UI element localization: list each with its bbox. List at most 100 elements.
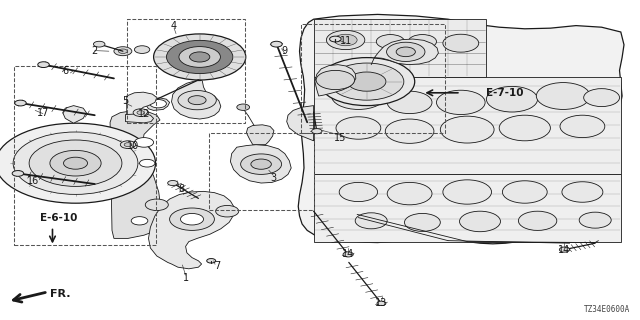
Text: 6: 6 [63,66,69,76]
Circle shape [330,63,404,100]
Circle shape [118,49,127,53]
Circle shape [486,86,538,112]
Circle shape [559,247,570,252]
Circle shape [536,83,590,109]
Circle shape [150,100,166,108]
Circle shape [502,181,547,203]
Text: 9: 9 [282,46,288,56]
Circle shape [15,100,26,106]
Polygon shape [314,77,621,174]
Circle shape [312,129,322,134]
Polygon shape [298,14,624,244]
Circle shape [385,119,434,143]
Circle shape [271,41,282,47]
Polygon shape [148,191,234,269]
Circle shape [188,96,206,105]
Circle shape [408,35,436,49]
Polygon shape [230,145,291,183]
Circle shape [518,211,557,230]
Circle shape [336,117,381,139]
Circle shape [562,182,603,202]
Circle shape [237,104,250,110]
Circle shape [499,115,550,141]
Circle shape [330,36,341,42]
Circle shape [168,180,178,186]
Circle shape [180,213,204,225]
Circle shape [404,213,440,231]
Polygon shape [287,106,314,141]
Polygon shape [63,106,86,123]
Circle shape [560,115,605,138]
Text: E-7-10: E-7-10 [486,88,524,98]
Polygon shape [127,92,157,115]
Circle shape [443,34,479,52]
Polygon shape [110,110,161,238]
Circle shape [131,217,148,225]
Circle shape [355,213,387,229]
Circle shape [251,159,271,169]
Circle shape [440,116,494,143]
Text: E-6-10: E-6-10 [40,213,77,223]
Circle shape [579,212,611,228]
Text: 15: 15 [333,132,346,143]
Circle shape [140,159,155,167]
Circle shape [316,70,355,90]
Bar [14,66,156,245]
Polygon shape [314,174,621,242]
Text: 10: 10 [127,140,140,151]
Polygon shape [314,19,486,77]
Text: 14: 14 [342,249,355,260]
Circle shape [387,91,432,114]
Circle shape [0,123,156,203]
Circle shape [120,141,136,148]
Bar [127,19,245,123]
Circle shape [443,180,492,204]
Text: 5: 5 [122,96,129,106]
Text: 8: 8 [179,184,185,195]
Text: 2: 2 [92,45,98,56]
Circle shape [50,150,101,176]
Text: TZ34E0600A: TZ34E0600A [584,305,630,314]
Circle shape [348,72,386,91]
Circle shape [377,301,386,306]
Circle shape [339,182,378,202]
Circle shape [179,47,220,67]
Circle shape [387,42,425,61]
Bar [301,24,445,133]
Circle shape [207,259,216,263]
Bar [209,133,314,210]
Circle shape [170,208,214,230]
Polygon shape [125,114,154,123]
Circle shape [396,47,415,57]
Text: 7: 7 [214,261,221,271]
Text: 1: 1 [182,273,189,284]
Polygon shape [315,65,356,96]
Circle shape [344,89,372,103]
Circle shape [436,90,485,115]
Circle shape [376,35,404,49]
Text: 17: 17 [36,108,49,118]
Circle shape [189,52,210,62]
Text: FR.: FR. [50,289,70,299]
Circle shape [38,62,49,68]
Circle shape [319,58,415,106]
Circle shape [326,30,365,50]
Circle shape [12,171,24,176]
Circle shape [145,199,168,211]
Circle shape [334,34,357,46]
Polygon shape [374,39,438,65]
Circle shape [178,91,216,110]
Circle shape [133,109,148,116]
Text: 13: 13 [375,298,388,308]
Circle shape [166,40,233,74]
Text: 16: 16 [27,176,40,186]
Circle shape [460,211,500,232]
Circle shape [137,111,145,115]
Circle shape [63,157,88,169]
Text: 11: 11 [339,36,352,46]
Circle shape [343,252,353,257]
Circle shape [154,34,246,80]
Circle shape [241,154,282,174]
Circle shape [29,140,122,186]
Circle shape [93,41,105,47]
